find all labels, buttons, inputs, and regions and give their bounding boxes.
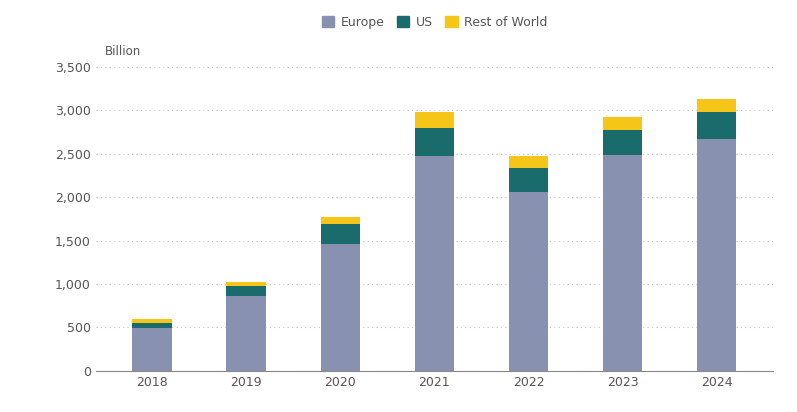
Text: Billion: Billion — [105, 45, 141, 58]
Bar — [320, 244, 360, 371]
Bar — [414, 112, 454, 129]
Bar — [320, 224, 360, 244]
Bar — [603, 154, 642, 371]
Bar — [226, 282, 266, 286]
Bar — [508, 192, 548, 371]
Bar — [414, 129, 454, 156]
Bar — [226, 296, 266, 371]
Bar — [132, 319, 172, 323]
Bar — [508, 156, 548, 169]
Bar — [603, 130, 642, 154]
Bar — [508, 169, 548, 192]
Bar — [697, 139, 736, 371]
Bar — [132, 328, 172, 371]
Bar — [603, 117, 642, 130]
Bar — [320, 217, 360, 224]
Bar — [697, 98, 736, 112]
Bar — [132, 323, 172, 328]
Bar — [414, 156, 454, 371]
Bar — [226, 286, 266, 296]
Legend: Europe, US, Rest of World: Europe, US, Rest of World — [316, 11, 552, 34]
Bar — [697, 112, 736, 139]
